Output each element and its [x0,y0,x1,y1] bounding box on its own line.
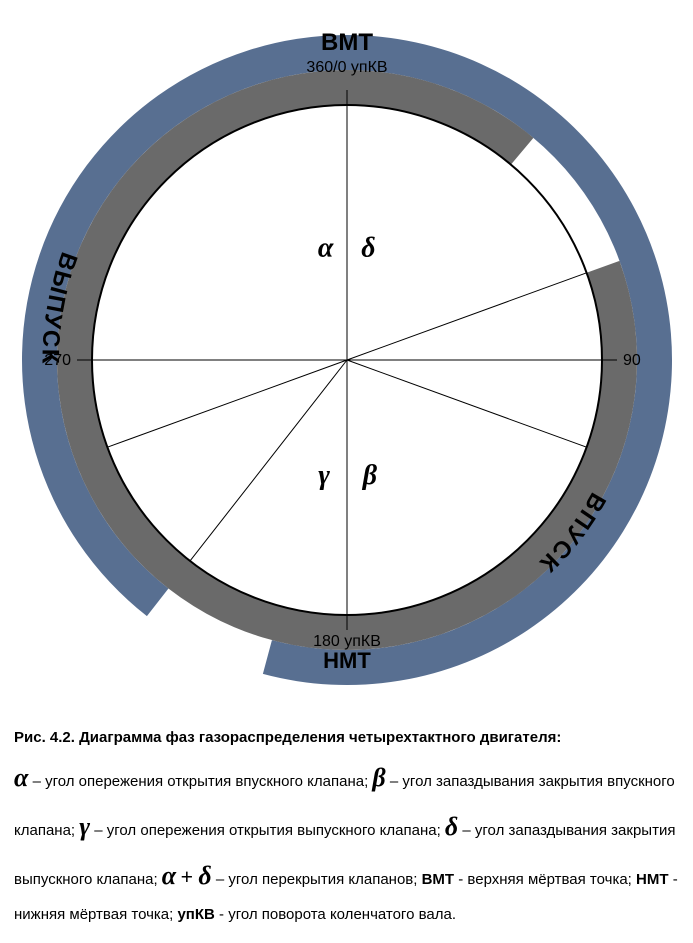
symbol-gamma: γ [79,812,90,841]
valve-timing-diagram: αδβγВМТ360/0 упКВ180 упКВНМТ27090ВЫПУСКВ… [0,0,693,720]
caption-vmt: - верхняя мёртвая точка; [458,871,636,888]
svg-text:α: α [318,232,334,263]
svg-text:ВМТ: ВМТ [321,29,373,56]
caption-alpha: – угол опережения открытия впускного кла… [33,773,373,790]
caption-gamma: – угол опережения открытия выпускного кл… [94,822,445,839]
svg-text:НМТ: НМТ [323,648,371,673]
caption-upkv: - угол поворота коленчатого вала. [219,906,456,923]
svg-text:360/0 упКВ: 360/0 упКВ [306,59,387,76]
svg-text:δ: δ [361,232,375,263]
svg-text:90: 90 [623,352,641,369]
caption-title: Рис. 4.2. Диаграмма фаз газораспределени… [14,729,561,746]
symbol-alpha: α [14,763,28,792]
symbol-beta: β [372,763,385,792]
label-vmt: ВМТ [422,871,455,888]
symbol-delta: δ [445,812,458,841]
symbol-delta2: δ [198,861,211,890]
label-nmt: НМТ [636,871,669,888]
symbol-plus: + [180,864,198,889]
svg-text:β: β [362,460,378,491]
svg-text:γ: γ [318,460,330,491]
symbol-alpha2: α [162,861,176,890]
caption-sum: – угол перекрытия клапанов; [216,871,422,888]
figure-caption: Рис. 4.2. Диаграмма фаз газораспределени… [0,720,693,943]
label-upkv: упКВ [177,906,214,923]
